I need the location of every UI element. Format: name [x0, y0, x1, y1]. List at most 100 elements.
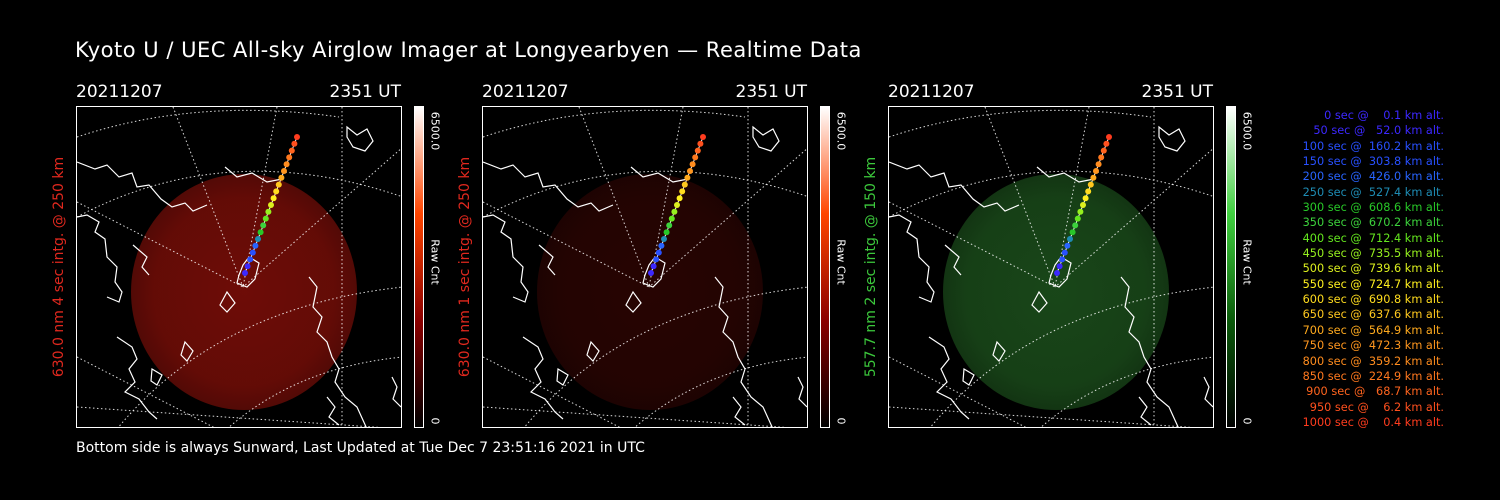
color-bar-max: 6500.0: [420, 104, 450, 158]
trajectory-point: [653, 256, 660, 263]
trajectory-point: [658, 242, 665, 249]
legend-entry: 550 sec @ 724.7 km alt.: [1298, 277, 1444, 291]
trajectory-point: [666, 222, 673, 229]
graticule-line: [483, 109, 746, 138]
coastline: [483, 214, 529, 303]
color-bar-unit-text: Raw Cnt: [428, 239, 442, 285]
graticule-line: [648, 148, 807, 288]
legend-entry: 750 sec @ 472.3 km alt.: [1298, 339, 1444, 353]
coastline: [483, 161, 614, 212]
coastline: [522, 336, 564, 420]
graticule-line: [483, 170, 807, 218]
legend-entry: 50 sec @ 52.0 km alt.: [1306, 124, 1444, 138]
coastline: [538, 244, 556, 276]
trajectory-point: [676, 195, 683, 202]
coastline: [889, 161, 1020, 212]
legend-entry: 350 sec @ 670.2 km alt.: [1298, 216, 1444, 230]
trajectory-point: [1100, 147, 1107, 154]
coastline: [326, 396, 340, 426]
image-time: 2351 UT: [735, 82, 808, 102]
image-time: 2351 UT: [329, 82, 402, 102]
coastline: [630, 166, 689, 183]
legend-entry: 1000 sec @ 0.4 km alt.: [1302, 415, 1444, 429]
trajectory-point: [270, 195, 277, 202]
imager-panel-1: 20211207 2351 UT 630.0 nm 4 sec intg. @ …: [51, 82, 461, 432]
coastline: [391, 376, 401, 408]
trajectory-point: [655, 249, 662, 256]
graticule-line: [578, 107, 650, 288]
coastline: [928, 336, 970, 420]
coastline: [219, 290, 236, 313]
coastline: [132, 244, 150, 276]
color-bar-min: 0: [1232, 414, 1262, 428]
graticule-line: [1040, 356, 1213, 427]
trajectory-point: [661, 236, 667, 242]
trajectory-point: [663, 229, 670, 236]
trajectory-point: [268, 202, 274, 208]
graticule-line: [984, 107, 1056, 288]
coastline: [992, 340, 1006, 362]
color-bar-max-text: 6500.0: [428, 111, 442, 151]
graticule-line: [77, 406, 381, 427]
trajectory-point: [1064, 242, 1071, 249]
coastline: [944, 244, 962, 276]
graticule-line: [77, 201, 244, 288]
coastline: [586, 340, 600, 362]
allsky-image: [888, 106, 1214, 428]
image-time: 2351 UT: [1141, 82, 1214, 102]
allsky-image: [76, 106, 402, 428]
coastline: [224, 166, 283, 183]
graticule-line: [172, 107, 244, 288]
legend-entry: 650 sec @ 637.6 km alt.: [1298, 308, 1444, 322]
page-title: Kyoto U / UEC All-sky Airglow Imager at …: [75, 38, 862, 62]
trajectory-point: [265, 208, 272, 215]
coastline: [1138, 396, 1152, 426]
coastline: [797, 376, 807, 408]
trajectory-point: [275, 181, 282, 188]
trajectory-point: [1059, 256, 1066, 263]
trajectory-point: [286, 154, 293, 161]
legend-entry: 500 sec @ 739.6 km alt.: [1298, 262, 1444, 276]
graticule-line: [483, 201, 650, 288]
color-bar: [1226, 106, 1236, 428]
trajectory-point: [1069, 229, 1076, 236]
graticule-line: [77, 170, 401, 218]
coastline: [752, 125, 780, 152]
color-bar-max: 6500.0: [1232, 104, 1262, 158]
wavelength-label: 630.0 nm 1 sec intg. @ 250 km: [454, 106, 476, 428]
map-overlay: [77, 107, 401, 427]
trajectory-point: [1095, 161, 1102, 168]
airglow-field: [943, 174, 1169, 410]
graticule-line: [634, 356, 807, 427]
trajectory-point: [1074, 215, 1081, 222]
coastline: [77, 161, 208, 212]
trajectory-point: [681, 181, 688, 188]
trajectory-point: [650, 263, 657, 270]
trajectory-point: [689, 161, 696, 168]
trajectory-point: [1061, 249, 1068, 256]
coastline: [150, 367, 163, 386]
trajectory-point: [257, 229, 264, 236]
trajectory-point: [679, 188, 686, 195]
trajectory-point: [252, 242, 259, 249]
coastline: [732, 396, 746, 426]
trajectory-point: [1106, 134, 1112, 140]
trajectory-point: [291, 140, 298, 147]
coastline: [1158, 125, 1186, 152]
trajectory-point: [668, 215, 675, 222]
trajectory-point: [249, 249, 256, 256]
trajectory-point: [247, 256, 254, 263]
image-date: 20211207: [482, 82, 569, 102]
trajectory-point: [242, 270, 248, 276]
trajectory-legend: 0 sec @ 0.1 km alt. 50 sec @ 52.0 km alt…: [1262, 108, 1444, 430]
color-bar-unit: Raw Cnt: [1232, 232, 1262, 292]
trajectory-point: [687, 168, 693, 174]
trajectory-point: [1098, 154, 1105, 161]
coastline: [1031, 290, 1048, 313]
color-bar-unit: Raw Cnt: [420, 232, 450, 292]
graticule-line: [930, 286, 1213, 427]
coastline: [1120, 276, 1179, 427]
color-bar: [820, 106, 830, 428]
color-bar-min-text: 0: [834, 417, 848, 425]
wavelength-label: 630.0 nm 4 sec intg. @ 250 km: [48, 106, 70, 428]
